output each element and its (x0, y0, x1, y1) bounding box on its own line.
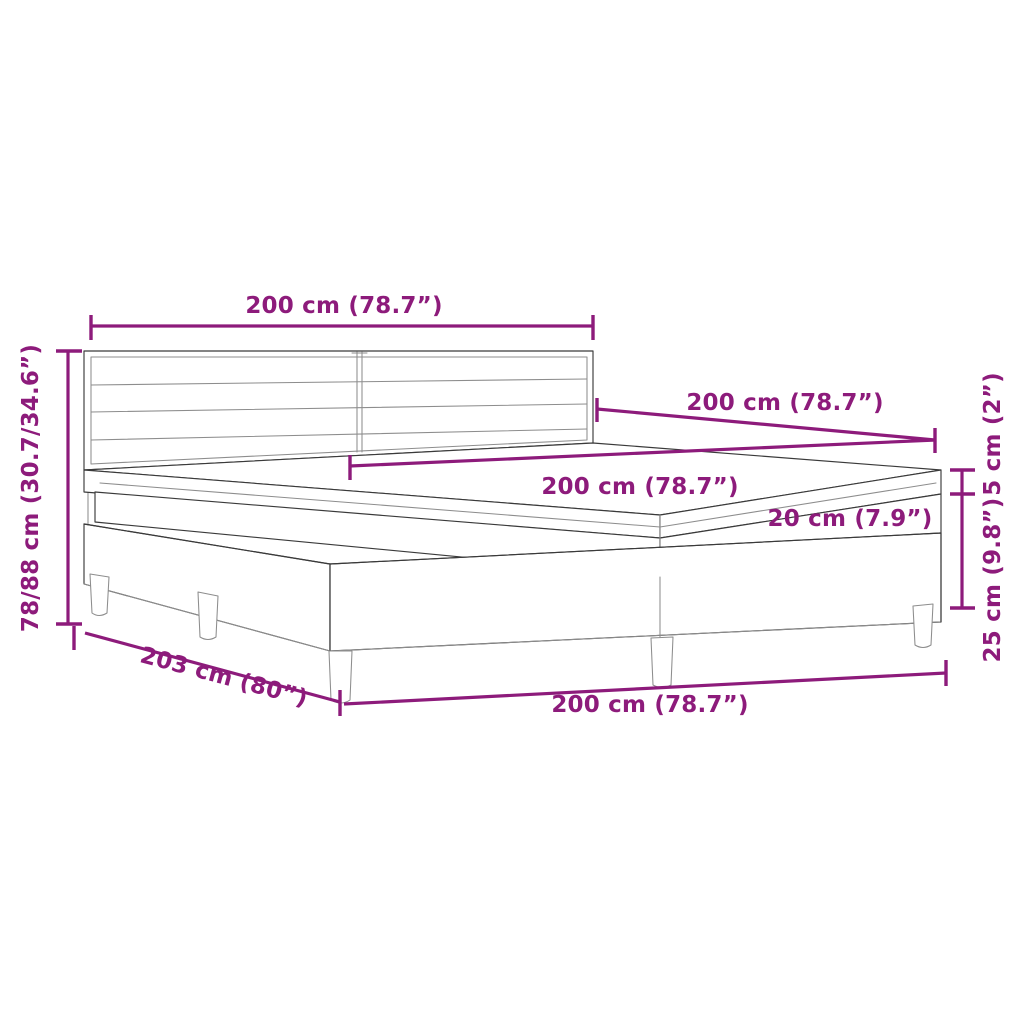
leg-back-left (89, 573, 110, 617)
mattress-topper-seam-left (99, 482, 661, 528)
bed-depth-line (84, 631, 341, 704)
mattress-width-line (349, 438, 937, 468)
dimension-headboard-width: 200 cm (78.7”) (89, 293, 595, 340)
total-height-label: 78/88 cm (30.7/34.6”) (18, 344, 44, 632)
bed-illustration (83, 350, 942, 704)
dimension-mattress-width: 200 cm (78.7”) (348, 438, 937, 500)
bed-width-bottom-label: 200 cm (78.7”) (551, 692, 748, 718)
headboard-width-label: 200 cm (78.7”) (245, 293, 442, 319)
bed-legs (89, 573, 934, 704)
bed-length-upper-line (596, 407, 936, 442)
bed-base (83, 523, 942, 652)
bed-width-bottom-line (343, 671, 947, 706)
dimension-bed-width-bottom: 200 cm (78.7”) (343, 660, 948, 718)
mattress-width-label: 200 cm (78.7”) (541, 474, 738, 500)
headboard-seam-1 (90, 378, 588, 386)
mattress-thickness-label: 20 cm (7.9”) (768, 506, 933, 532)
bed-length-upper-label: 200 cm (78.7”) (686, 390, 883, 416)
dimension-topper-thickness: 5 cm (2”) (950, 372, 1006, 496)
leg-front-center (650, 636, 674, 689)
leg-front-right (912, 603, 934, 649)
mattress-topper-seam-right (659, 482, 937, 528)
dimension-total-height: 78/88 cm (30.7/34.6”) (18, 344, 82, 632)
headboard-seam-3 (90, 428, 588, 441)
dimension-mattress-thickness: 20 cm (7.9”) (768, 506, 933, 532)
headboard-seam-2 (90, 403, 588, 413)
leg-mid-left (197, 591, 219, 641)
base-height-label: 25 cm (9.8”) (980, 498, 1006, 663)
dimension-base-height: 25 cm (9.8”) (950, 494, 1006, 662)
topper-thickness-label: 5 cm (2”) (980, 372, 1006, 496)
dimension-bed-length-upper: 200 cm (78.7”) (595, 390, 937, 453)
